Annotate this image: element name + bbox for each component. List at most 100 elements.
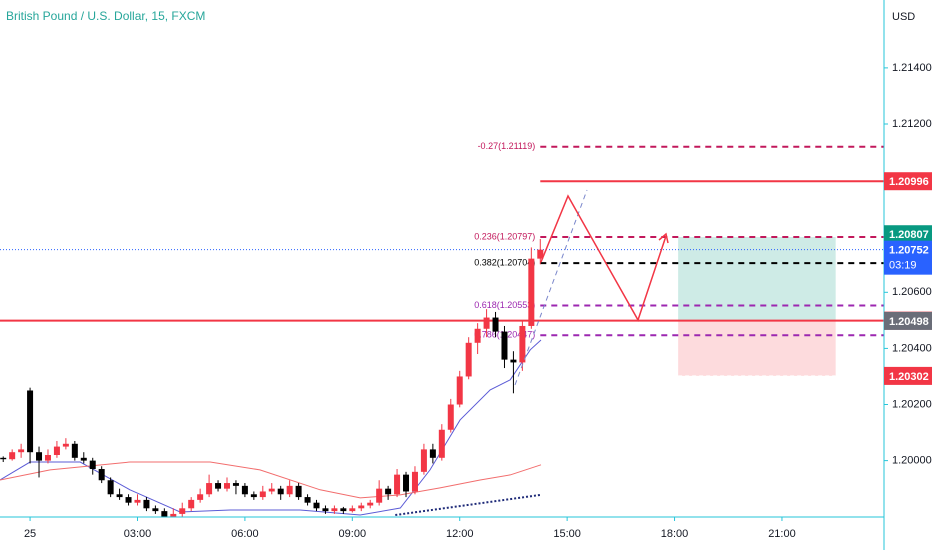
currency: USD: [892, 11, 915, 23]
x-tick-label: 21:00: [768, 528, 796, 540]
axis-group: 1.214001.212001.210001.208001.206001.204…: [884, 62, 932, 467]
candle-body: [215, 483, 222, 489]
candle-body: [349, 508, 356, 512]
candle-body: [394, 474, 401, 495]
moving-average: [395, 493, 542, 517]
candle-body: [438, 429, 445, 458]
x-tick-label: 18:00: [661, 528, 689, 540]
candle-body: [107, 480, 114, 495]
price-tag: [884, 311, 932, 330]
candle-body: [125, 497, 132, 503]
candle-body: [27, 390, 34, 453]
y-tick-label: 1.20200: [892, 398, 932, 410]
candle-body: [116, 494, 123, 498]
price-tag-label: 1.20752: [889, 245, 929, 257]
level-label: 0.236(1.20797): [474, 231, 535, 241]
candle-body: [322, 508, 329, 512]
candle-body: [340, 508, 347, 512]
level-label: -0.27(1.21119): [478, 141, 536, 151]
candle-body: [259, 491, 266, 498]
candle-body: [188, 499, 195, 509]
y-tick-label: 1.21400: [892, 62, 932, 74]
candle-body: [376, 488, 383, 503]
candle-body: [465, 342, 472, 377]
candle-body: [510, 359, 517, 363]
candle-body: [429, 449, 436, 458]
candle-body: [528, 258, 535, 326]
price-tag-label: 1.20807: [889, 229, 929, 241]
price-tag: [884, 240, 932, 275]
candle-body: [53, 446, 60, 456]
candle-body: [89, 460, 96, 470]
candle-body: [197, 494, 204, 500]
candle-body: [0, 457, 7, 460]
chart-title: British Pound / U.S. Dollar, 15, FXCM: [6, 9, 205, 23]
candle-body: [152, 508, 159, 512]
candle-body: [62, 443, 69, 447]
price-tag: [884, 366, 932, 385]
candle-body: [295, 485, 302, 498]
candle-body: [44, 455, 51, 461]
candle-body: [18, 449, 25, 453]
x-tick-label: 09:00: [339, 528, 367, 540]
projection-path: [540, 194, 667, 322]
price-tag: [884, 225, 932, 244]
level-label: 0.382(1.20704): [474, 258, 535, 268]
candle-body: [501, 331, 508, 360]
candle-body: [143, 499, 150, 509]
candle-body: [232, 483, 239, 486]
price-tag-label: 1.20302: [889, 371, 929, 383]
candle-body: [71, 443, 78, 458]
y-tick-label: 1.21200: [892, 118, 932, 130]
candle-body: [456, 376, 463, 405]
price-tag-label: 1.20996: [889, 176, 929, 188]
y-tick-label: 1.20600: [892, 286, 932, 298]
trend-line: [514, 189, 588, 386]
x-tick-label: 12:00: [446, 528, 474, 540]
candle-body: [537, 249, 544, 259]
candle-body: [474, 328, 481, 343]
candle-body: [241, 485, 248, 495]
candle-body: [36, 452, 43, 461]
candle-body: [313, 502, 320, 509]
candle-body: [420, 449, 427, 472]
candle-body: [367, 502, 374, 506]
candle-body: [134, 499, 141, 503]
candle-body: [179, 508, 186, 514]
y-tick-label: 1.20400: [892, 342, 932, 354]
x-tick-label: 03:00: [124, 528, 152, 540]
projection-arrow: [658, 232, 669, 244]
candle-body: [492, 317, 499, 332]
candle-body: [268, 488, 275, 492]
candle-body: [277, 488, 284, 495]
candle-body: [9, 452, 16, 460]
price-tag: [884, 172, 932, 191]
x-tick-label: 06:00: [231, 528, 259, 540]
moving-average: [0, 461, 542, 499]
candle-body: [358, 505, 365, 509]
candle-body: [331, 508, 338, 512]
candle-body: [519, 325, 526, 363]
candle-body: [206, 483, 213, 495]
candle-body: [250, 494, 257, 498]
countdown: 03:19: [889, 260, 917, 272]
candle-body: [98, 469, 105, 481]
plot-area: -0.27(1.21119) 0.236(1.20797) 0.382(1.2070…: [0, 141, 884, 517]
candle-body: [304, 497, 311, 503]
candle-body: [286, 485, 293, 495]
candle-body: [403, 474, 410, 492]
candle-body: [483, 317, 490, 329]
candle-body: [170, 513, 177, 517]
x-tick-label: 25: [24, 528, 36, 540]
moving-average: [0, 339, 542, 516]
y-tick-label: 1.20000: [892, 455, 932, 467]
candle-body: [223, 483, 230, 489]
candle-body: [385, 488, 392, 495]
candle-body: [447, 404, 454, 430]
stop-zone: [678, 320, 836, 376]
candle-body: [161, 511, 168, 517]
x-tick-label: 15:00: [553, 528, 581, 540]
candle-body: [411, 471, 418, 492]
target-zone: [678, 237, 836, 321]
